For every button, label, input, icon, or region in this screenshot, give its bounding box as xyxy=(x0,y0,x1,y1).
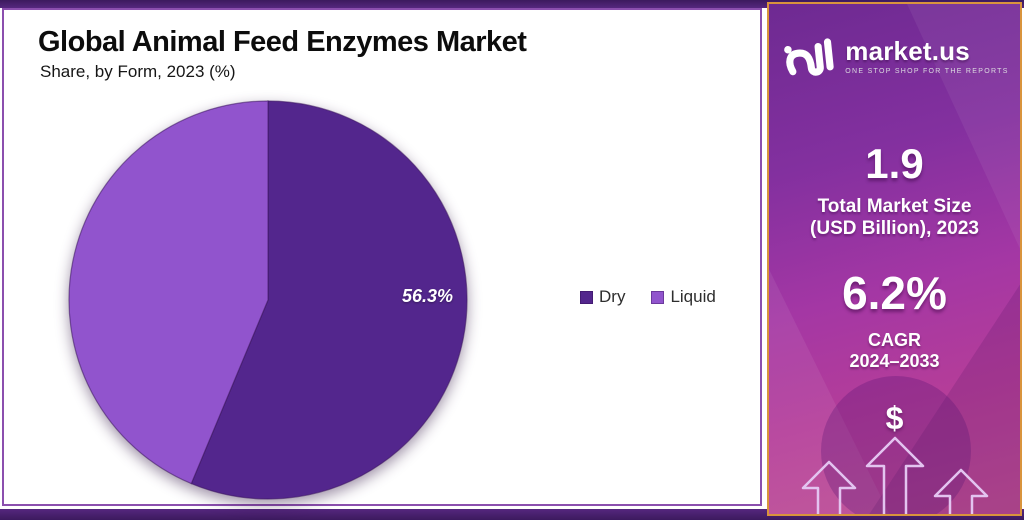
pie-slice-liquid xyxy=(68,100,269,485)
cagr-label-line1: CAGR xyxy=(868,330,921,350)
top-frame-bar xyxy=(0,0,1024,8)
bottom-frame-bar xyxy=(0,509,1024,520)
pie-slice-dry xyxy=(190,100,468,500)
pie-svg xyxy=(68,100,468,500)
brand-text: market.us ONE STOP SHOP FOR THE REPORTS xyxy=(845,36,1008,75)
market-size-value: 1.9 xyxy=(865,140,924,187)
cagr-label-line2: 2024–2033 xyxy=(849,351,940,371)
chart-subtitle: Share, by Form, 2023 (%) xyxy=(40,62,236,81)
market-size-label-line2: (USD Billion), 2023 xyxy=(810,218,979,239)
brand-name: market.us xyxy=(845,36,970,66)
legend-label-liquid: Liquid xyxy=(670,287,716,306)
pie-chart: 56.3% xyxy=(66,98,470,502)
growth-arrows-icon xyxy=(769,432,1020,514)
legend-item-liquid: Liquid xyxy=(651,287,716,307)
cagr-value: 6.2% xyxy=(842,267,947,319)
brand-tagline: ONE STOP SHOP FOR THE REPORTS xyxy=(845,68,1009,75)
market-us-logo-icon xyxy=(780,28,836,83)
brand-logo: market.us ONE STOP SHOP FOR THE REPORTS xyxy=(769,28,1020,83)
chart-panel: Global Animal Feed Enzymes Market Share,… xyxy=(2,8,762,506)
chart-legend: Dry Liquid xyxy=(580,287,716,307)
dollar-icon: $ xyxy=(885,400,904,436)
chart-title: Global Animal Feed Enzymes Market xyxy=(38,26,527,58)
legend-swatch-liquid-icon xyxy=(651,290,665,304)
pie-slice-label: 56.3% xyxy=(402,286,454,306)
brand-sidebar: market.us ONE STOP SHOP FOR THE REPORTS … xyxy=(767,2,1022,516)
sidebar-decor-circle xyxy=(821,376,971,514)
legend-label-dry: Dry xyxy=(599,287,626,306)
cagr-label: CAGR 2024–2033 xyxy=(769,330,1020,372)
legend-item-dry: Dry xyxy=(580,287,625,307)
legend-swatch-dry-icon xyxy=(580,290,593,304)
market-size-label-line1: Total Market Size xyxy=(817,196,972,217)
market-size-label: Total Market Size (USD Billion), 2023 xyxy=(769,196,1020,240)
